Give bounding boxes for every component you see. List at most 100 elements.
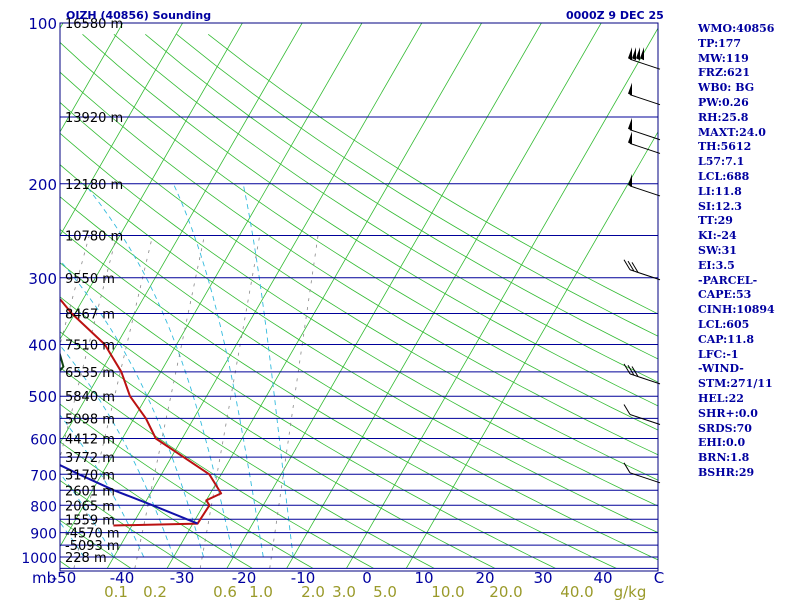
index-line: EHI:0.0	[698, 436, 746, 450]
mixing-ratio-tick-label: 0.6	[213, 583, 237, 600]
index-line: -PARCEL-	[698, 273, 758, 287]
isotherm	[106, 23, 423, 569]
wind-barb	[628, 173, 661, 197]
isotherm	[346, 27, 658, 569]
dry-adiabat	[60, 164, 658, 534]
mixing-ratio-tick-label: 0.2	[143, 583, 167, 600]
index-line: KI:-24	[698, 229, 737, 243]
index-line: L57:7.1	[698, 155, 745, 169]
index-line: BRN:1.8	[698, 451, 750, 465]
height-label: 5840 m	[65, 390, 115, 405]
dry-adiabat	[60, 262, 556, 569]
index-line: MW:119	[698, 51, 749, 65]
mixing-ratio-tick-label: 1.0	[249, 583, 273, 600]
thermo-grid	[0, 11, 658, 569]
mixing-ratio-tick-label: 5.0	[373, 583, 397, 600]
index-line: CINH:10894	[698, 303, 775, 317]
pressure-tick-label: 1000	[21, 551, 57, 567]
wind-barb	[628, 47, 661, 70]
dry-adiabat	[60, 228, 617, 569]
mixing-ratio-line	[0, 235, 14, 568]
index-line: STM:271/11	[698, 377, 773, 391]
wind-barb	[628, 117, 661, 141]
wind-barb	[623, 363, 661, 385]
height-label: 3170 m	[65, 468, 115, 483]
isotherm	[226, 23, 542, 569]
isotherm	[60, 23, 184, 237]
wind-barb	[628, 82, 661, 106]
height-label: 8467 m	[65, 308, 115, 323]
temperature-tick-label: C	[654, 569, 664, 587]
height-label: 2065 m	[65, 499, 115, 514]
index-line: LI:11.8	[698, 184, 742, 198]
parcel-line	[60, 463, 198, 525]
index-line: EI:3.5	[698, 258, 735, 272]
height-label: 3772 m	[65, 451, 115, 466]
index-line: PW:0.26	[698, 95, 749, 109]
isotherm	[60, 23, 64, 30]
index-line: MAXT:24.0	[698, 125, 766, 139]
wind-barb	[623, 404, 661, 426]
pressure-tick-label: 100	[28, 15, 57, 33]
temperature-tick-label: -50	[52, 569, 77, 587]
index-line: SI:12.3	[698, 199, 742, 213]
isotherm	[0, 11, 10, 568]
mixing-ratio-tick-label: 40.0	[560, 583, 593, 600]
isotherm	[405, 131, 658, 569]
height-label: -5093 m	[65, 539, 120, 554]
dry-adiabat	[60, 519, 132, 569]
index-line: LFC:-1	[698, 347, 739, 361]
index-line: TH:5612	[698, 140, 752, 154]
profile-lines	[60, 298, 223, 527]
index-line: SHR+:0.0	[698, 406, 758, 420]
dry-adiabat	[207, 33, 658, 315]
chart-title: OIZH (40856) Sounding	[66, 9, 211, 22]
temperature-tick-label: 40	[593, 569, 612, 587]
index-line: BSHR:29	[698, 465, 755, 479]
isotherm	[60, 23, 124, 133]
height-label: 1559 m	[65, 513, 115, 528]
dry-adiabat	[113, 33, 658, 383]
moist-adiabat	[0, 184, 24, 557]
mixing-ratio-line	[269, 235, 319, 569]
pressure-tick-label: 500	[28, 388, 57, 406]
index-line: CAPE:53	[698, 288, 752, 302]
height-label: 10780 m	[65, 229, 123, 244]
pressure-tick-label: 600	[30, 433, 57, 449]
dry-adiabat	[176, 33, 658, 337]
dry-adiabat	[82, 34, 658, 407]
temperature-tick-label: 10	[414, 569, 433, 587]
mixing-ratio-line	[134, 235, 205, 569]
moist-adiabat	[60, 521, 85, 558]
moist-adiabat	[60, 472, 115, 558]
temperature-tick-label: -40	[110, 569, 135, 587]
height-label: 2601 m	[65, 484, 115, 499]
dry-adiabat	[145, 33, 658, 360]
height-label: 5098 m	[65, 412, 115, 427]
wind-barb	[623, 259, 661, 281]
index-line: HEL:22	[698, 391, 744, 405]
temperature-tick-label: 30	[533, 569, 552, 587]
index-line: CAP:11.8	[698, 332, 755, 346]
mixing-ratio-line	[199, 235, 261, 569]
moist-adiabat	[242, 183, 294, 558]
dry-adiabat	[60, 403, 314, 569]
index-line: WB0: BG	[698, 81, 755, 95]
temperature-tick-label: -20	[232, 569, 257, 587]
plot-frame	[59, 22, 659, 572]
mixing-ratio-tick-label: 3.0	[332, 583, 356, 600]
dry-adiabat	[0, 34, 10, 568]
dry-adiabat	[60, 41, 658, 431]
index-line: LCL:605	[698, 317, 750, 331]
dry-adiabat	[60, 196, 658, 561]
mixing-ratio-tick-label: 0.1	[104, 583, 128, 600]
height-label: 4412 m	[65, 433, 115, 448]
isotherm	[60, 23, 363, 548]
index-line: SRDS:70	[698, 421, 752, 435]
temperature-tick-label: 20	[475, 569, 494, 587]
height-label: 9550 m	[65, 272, 115, 287]
index-line: -WIND-	[698, 362, 744, 376]
height-label: 12180 m	[65, 178, 123, 193]
